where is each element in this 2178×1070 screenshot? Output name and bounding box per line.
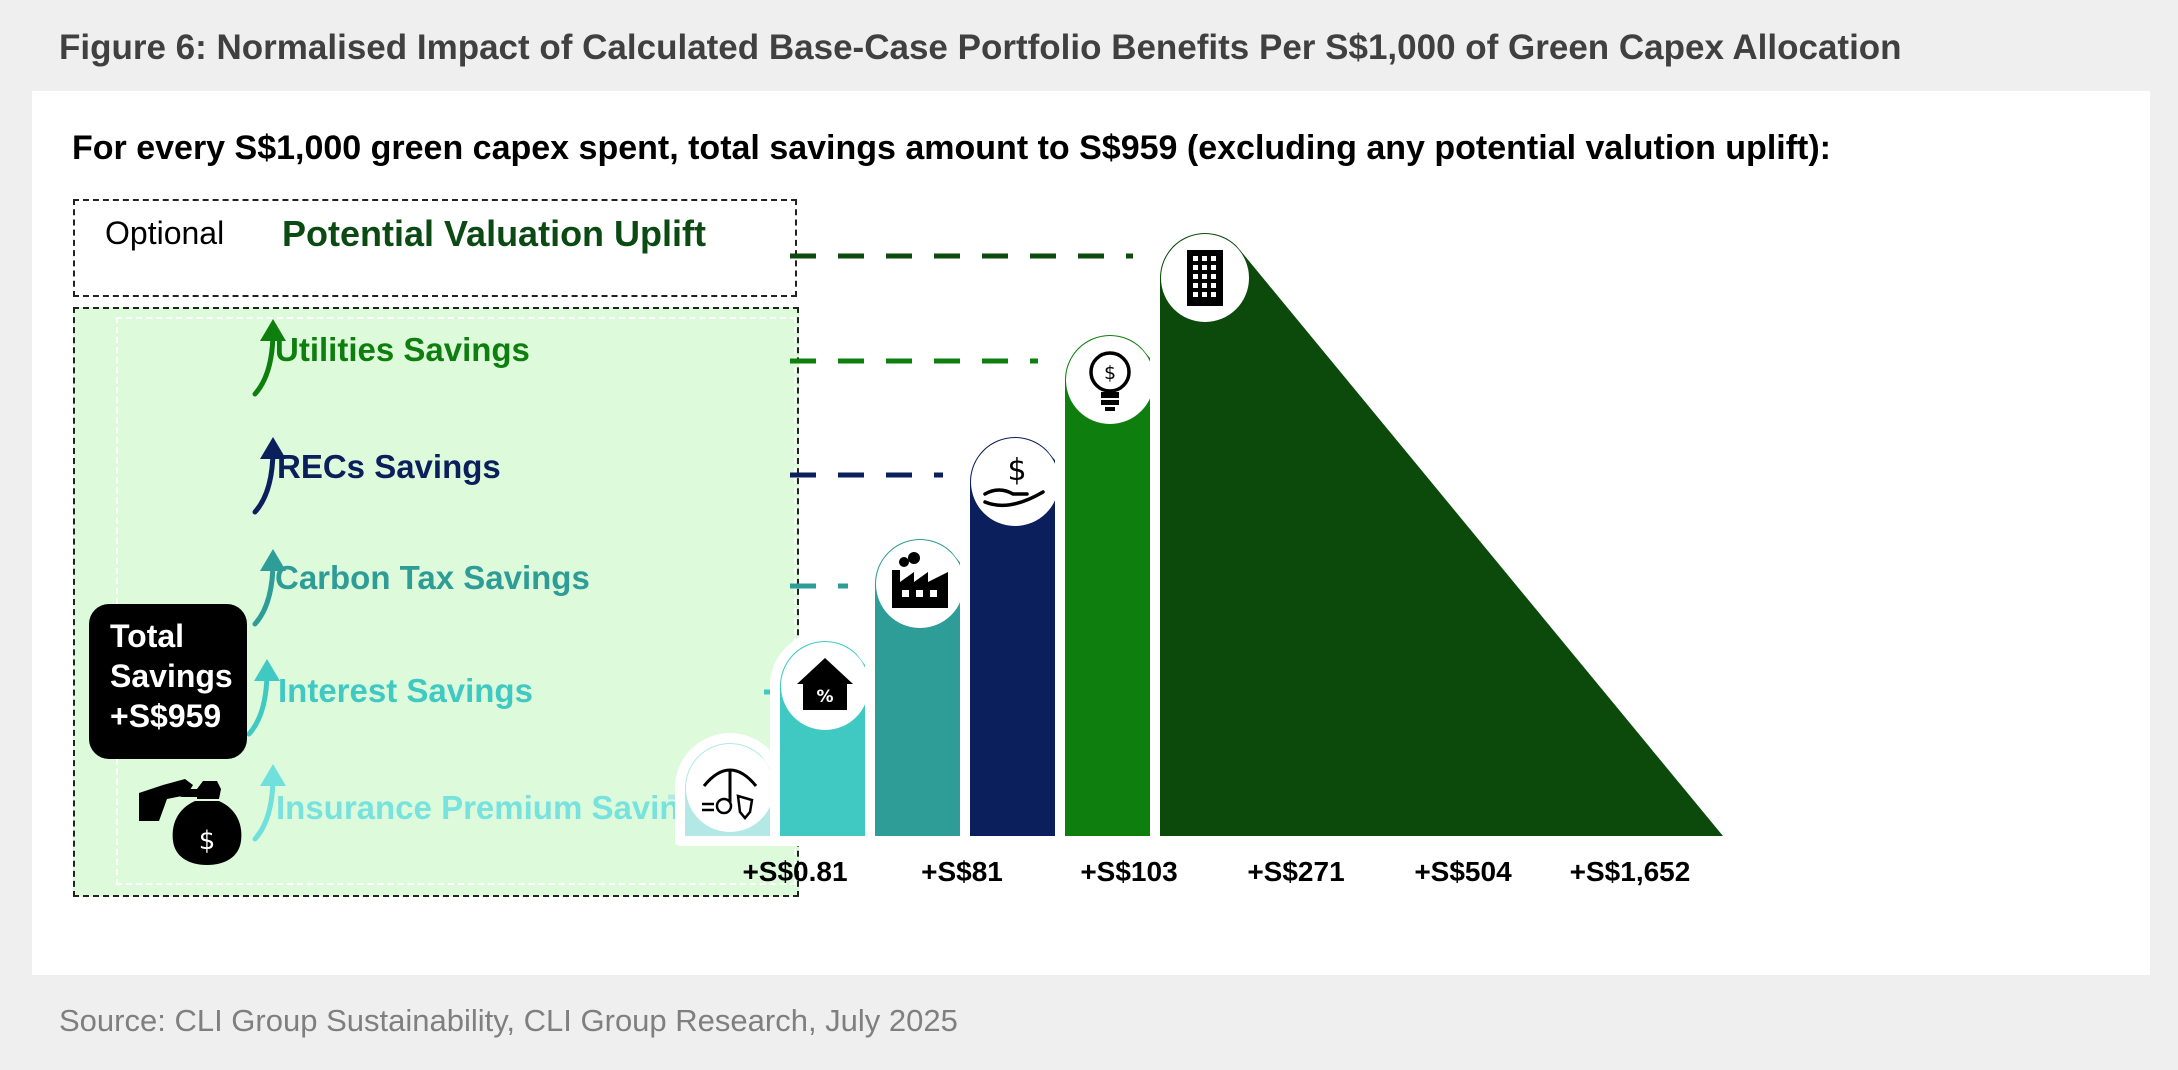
money-bag-icon: $ (139, 779, 242, 865)
headline: For every S$1,000 green capex spent, tot… (72, 129, 1832, 167)
arrow-up-icon-interest (246, 659, 280, 737)
savings-inner-outline (116, 317, 796, 885)
value-label-uplift: +S$1,652 (1570, 856, 1691, 887)
figure-title: Figure 6: Normalised Impact of Calculate… (59, 28, 1902, 67)
legend-label-insurance: Insurance Premium Savings (276, 789, 719, 826)
total-badge-line2: Savings (110, 658, 233, 694)
source-note: Source: CLI Group Sustainability, CLI Gr… (59, 1003, 958, 1038)
value-label-utilities: +S$504 (1414, 856, 1512, 887)
chart-panel: For every S$1,000 green capex spent, tot… (32, 91, 2150, 975)
hand-dollar-icon: $ (971, 438, 1059, 526)
total-savings-badge: Total Savings +S$959 (89, 604, 247, 759)
value-label-interest: +S$81 (921, 856, 1003, 887)
svg-text:%: % (816, 687, 833, 707)
legend-label-utilities: Utilities Savings (275, 331, 530, 368)
legend-label-interest: Interest Savings (278, 672, 533, 709)
legend-label-recs: RECs Savings (277, 448, 501, 485)
arrow-up-icon-utilities (252, 319, 286, 397)
value-label-recs: +S$271 (1247, 856, 1344, 887)
svg-text:$: $ (1007, 453, 1026, 488)
legend-label-carbon: Carbon Tax Savings (275, 559, 590, 596)
value-label-insurance: +S$0.81 (742, 856, 847, 887)
svg-text:$: $ (199, 826, 216, 856)
value-label-carbon: +S$103 (1080, 856, 1177, 887)
umbrella-shield-icon (686, 744, 774, 832)
lightbulb-dollar-icon: $ (1066, 336, 1154, 424)
optional-box: Optional Potential Valuation Uplift (73, 199, 797, 297)
optional-label: Optional (105, 215, 225, 251)
svg-text:$: $ (1104, 362, 1116, 384)
house-percent-icon: % (781, 642, 869, 730)
building-icon (1161, 234, 1249, 322)
arrow-up-icon-insurance (252, 764, 286, 842)
factory-icon (876, 540, 964, 628)
total-badge-line3: +S$959 (110, 698, 222, 734)
arrow-up-icon-recs (252, 437, 286, 515)
chart-area: % $ $ +S$0.81 +S$81 +S$103 +S$271 +S$504 +S$1,6… (658, 223, 1739, 887)
total-badge-line1: Total (110, 618, 185, 654)
arrow-up-icon-carbon (252, 549, 286, 627)
bar-uplift (1150, 223, 1739, 846)
legend-label-uplift: Potential Valuation Uplift (282, 213, 707, 254)
